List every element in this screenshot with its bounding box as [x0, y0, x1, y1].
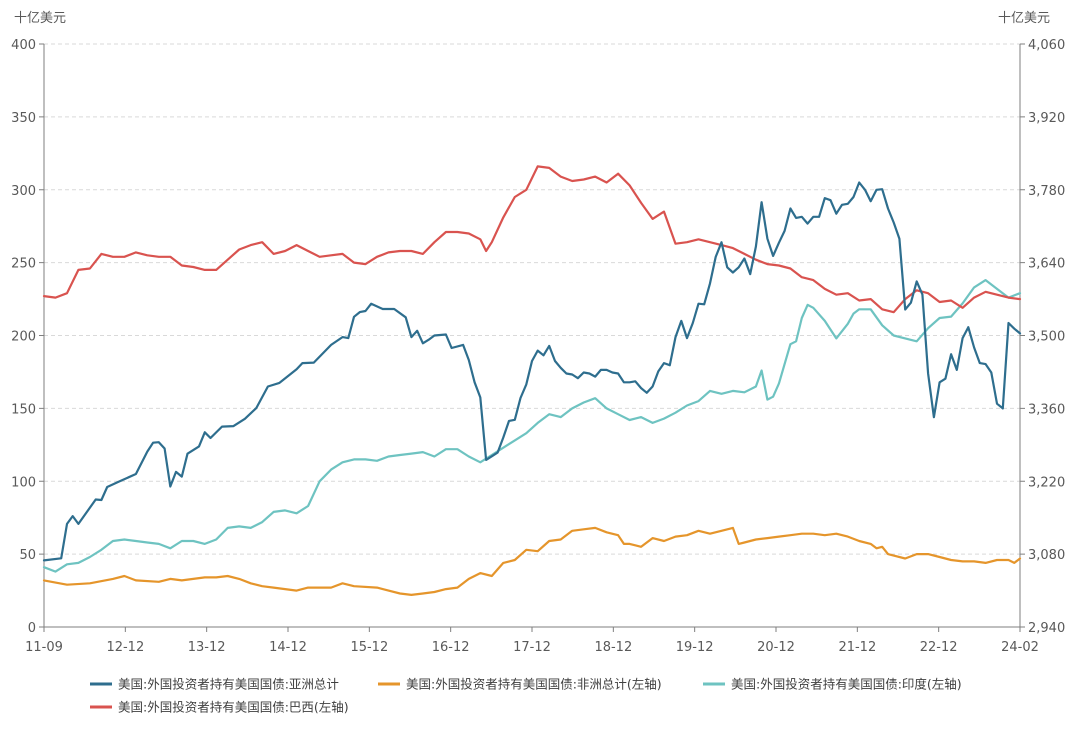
- left-tick-label: 350: [11, 111, 36, 126]
- x-tick-label: 14-12: [269, 640, 307, 655]
- right-tick-label: 2,940: [1028, 621, 1065, 636]
- x-tick-label: 11-09: [25, 640, 63, 655]
- right-tick-label: 3,640: [1028, 257, 1065, 272]
- right-axis-unit: 十亿美元: [998, 11, 1050, 26]
- x-tick-label: 13-12: [188, 640, 226, 655]
- left-tick-label: 50: [19, 548, 36, 563]
- series-line: [42, 181, 1022, 562]
- x-tick-label: 16-12: [432, 640, 470, 655]
- left-tick-label: 150: [11, 402, 36, 417]
- left-tick-label: 0: [28, 621, 36, 636]
- left-axis-unit: 十亿美元: [14, 11, 66, 26]
- right-tick-label: 3,220: [1028, 475, 1065, 490]
- right-tick-label: 3,920: [1028, 111, 1065, 126]
- x-tick-label: 24-02: [1001, 640, 1039, 655]
- x-tick-label: 21-12: [838, 640, 876, 655]
- left-tick-label: 100: [11, 475, 36, 490]
- x-tick-label: 17-12: [513, 640, 551, 655]
- legend-label: 美国:外国投资者持有美国国债:亚洲总计: [118, 677, 339, 692]
- right-tick-label: 4,060: [1028, 38, 1065, 53]
- legend-label: 美国:外国投资者持有美国国债:非洲总计(左轴): [406, 677, 662, 692]
- series-line: [42, 279, 1022, 573]
- series-line: [42, 165, 1022, 314]
- x-tick-label: 19-12: [676, 640, 714, 655]
- left-tick-label: 400: [11, 38, 36, 53]
- x-tick-label: 18-12: [594, 640, 632, 655]
- x-tick-label: 12-12: [106, 640, 144, 655]
- x-tick-label: 20-12: [757, 640, 795, 655]
- legend-label: 美国:外国投资者持有美国国债:印度(左轴): [731, 677, 962, 692]
- x-tick-label: 15-12: [350, 640, 388, 655]
- left-tick-label: 300: [11, 184, 36, 199]
- axes: 0 2,940 50 3,080 100 3,220 150 3,360 200 3,500 250…: [11, 11, 1065, 655]
- left-tick-label: 200: [11, 330, 36, 345]
- legend-label: 美国:外国投资者持有美国国债:巴西(左轴): [118, 700, 349, 715]
- right-tick-label: 3,500: [1028, 330, 1065, 345]
- right-tick-label: 3,780: [1028, 184, 1065, 199]
- left-tick-label: 250: [11, 257, 36, 272]
- x-tick-label: 22-12: [920, 640, 958, 655]
- legend: 美国:外国投资者持有美国国债:亚洲总计 美国:外国投资者持有美国国债:非洲总计(左…: [90, 677, 962, 715]
- series-lines: [42, 165, 1022, 597]
- series-line: [42, 526, 1022, 597]
- gridlines: [44, 43, 1020, 555]
- right-tick-label: 3,080: [1028, 548, 1065, 563]
- right-tick-label: 3,360: [1028, 402, 1065, 417]
